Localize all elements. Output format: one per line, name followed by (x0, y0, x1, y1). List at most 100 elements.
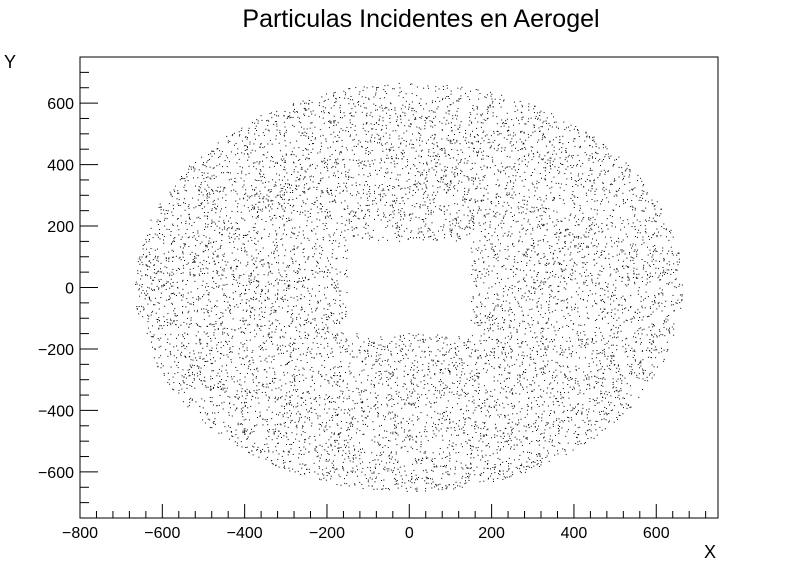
data-point (650, 343, 652, 345)
data-point (289, 187, 291, 189)
data-point (237, 424, 239, 426)
data-point (546, 185, 548, 187)
data-point (285, 422, 286, 423)
data-point (302, 353, 304, 355)
data-point (333, 121, 335, 123)
data-point (274, 244, 276, 246)
data-point (333, 381, 335, 383)
data-point (570, 320, 572, 322)
data-point (536, 206, 538, 208)
data-point (375, 92, 377, 94)
data-point (566, 307, 568, 309)
data-point (257, 397, 259, 399)
data-point (283, 192, 285, 194)
data-point (228, 227, 230, 229)
data-point (487, 460, 489, 462)
data-point (222, 312, 224, 314)
data-point (322, 191, 324, 193)
data-point (234, 409, 236, 411)
data-point (427, 155, 429, 157)
data-point (203, 162, 204, 164)
data-point (493, 380, 495, 382)
data-point (588, 318, 590, 320)
data-point (600, 331, 602, 333)
data-point (600, 287, 602, 289)
data-point (256, 298, 258, 300)
data-point (460, 443, 462, 445)
data-point (455, 217, 457, 219)
data-point (478, 383, 480, 385)
data-point (257, 122, 259, 124)
data-point (251, 450, 253, 452)
data-point (427, 369, 429, 370)
data-point (428, 210, 429, 212)
data-point (445, 384, 447, 386)
data-point (380, 344, 382, 346)
data-point (651, 221, 653, 222)
data-point (153, 279, 155, 281)
data-point (283, 374, 285, 376)
data-point (520, 131, 522, 133)
data-point (507, 440, 509, 441)
data-point (658, 352, 660, 354)
data-point (670, 229, 672, 231)
data-point (384, 161, 385, 163)
data-point (383, 485, 384, 487)
data-point (608, 253, 610, 255)
data-point (494, 468, 495, 470)
data-point (321, 422, 323, 424)
data-point (520, 418, 522, 420)
data-point (614, 179, 616, 181)
data-point (504, 352, 506, 354)
data-point (437, 97, 439, 98)
data-point (207, 286, 209, 287)
data-point (180, 215, 182, 217)
data-point (645, 220, 647, 222)
data-point (189, 253, 191, 255)
data-point (297, 116, 299, 118)
data-point (298, 179, 299, 181)
data-point (396, 225, 398, 227)
data-point (213, 384, 215, 386)
data-point (316, 456, 318, 458)
data-point (219, 247, 221, 249)
data-point (394, 478, 396, 480)
data-point (346, 149, 348, 151)
data-point (409, 191, 410, 193)
data-point (247, 438, 248, 440)
data-point (370, 141, 372, 143)
data-point (433, 422, 434, 424)
data-point (559, 136, 561, 138)
data-point (227, 228, 229, 230)
data-point (633, 257, 635, 259)
data-point (395, 223, 397, 225)
data-point (298, 264, 300, 266)
data-point (315, 308, 317, 310)
data-point (316, 218, 318, 220)
data-point (428, 213, 430, 215)
data-point (353, 356, 355, 358)
data-point (489, 221, 491, 223)
data-point (225, 390, 227, 392)
data-point (671, 250, 673, 252)
data-point (271, 157, 273, 159)
data-point (320, 135, 322, 137)
data-point (281, 455, 283, 457)
data-point (285, 161, 286, 163)
data-point (572, 329, 574, 331)
data-point (469, 418, 471, 420)
data-point (623, 407, 624, 409)
data-point (551, 113, 553, 115)
data-point (543, 167, 545, 169)
data-point (357, 163, 359, 164)
data-point (603, 268, 605, 270)
data-point (327, 159, 328, 161)
data-point (189, 303, 191, 305)
data-point (464, 193, 466, 195)
data-point (524, 416, 526, 418)
data-point (378, 118, 380, 120)
data-point (602, 299, 604, 301)
data-point (165, 210, 167, 211)
data-point (243, 293, 245, 295)
data-point (167, 338, 169, 340)
